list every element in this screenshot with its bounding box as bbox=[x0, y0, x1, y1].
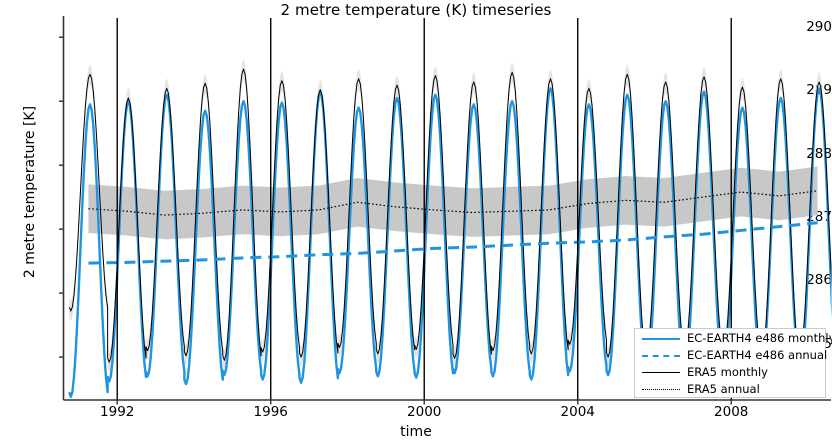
legend-entry: EC-EARTH4 e486 monthly bbox=[635, 329, 832, 346]
legend-swatch-era5-monthly bbox=[642, 365, 680, 379]
legend-label: ERA5 annual bbox=[687, 381, 760, 396]
legend-entry: ERA5 annual bbox=[635, 380, 825, 397]
chart-legend: EC-EARTH4 e486 monthly EC-EARTH4 e486 an… bbox=[634, 328, 832, 398]
x-axis-label: time bbox=[400, 424, 432, 440]
legend-label: EC-EARTH4 e486 annual bbox=[687, 347, 828, 362]
legend-swatch-ec-earth4-monthly bbox=[642, 331, 680, 345]
y-tick-label: 290 bbox=[806, 19, 832, 35]
x-tick-label: 2008 bbox=[714, 404, 749, 420]
legend-label: ERA5 monthly bbox=[687, 364, 768, 379]
legend-label: EC-EARTH4 e486 monthly bbox=[687, 330, 832, 345]
legend-entry: EC-EARTH4 e486 annual bbox=[635, 346, 828, 363]
x-tick-label: 1996 bbox=[253, 404, 288, 420]
x-tick-label: 2000 bbox=[407, 404, 442, 420]
y-tick-label: 286 bbox=[806, 272, 832, 288]
legend-entry: ERA5 monthly bbox=[635, 363, 825, 380]
chart-title: 2 metre temperature (K) timeseries bbox=[280, 1, 552, 19]
legend-swatch-era5-annual bbox=[642, 382, 680, 396]
legend-swatch-ec-earth4-annual bbox=[642, 348, 680, 362]
x-tick-label: 2004 bbox=[560, 404, 595, 420]
x-tick-label: 1992 bbox=[100, 404, 135, 420]
